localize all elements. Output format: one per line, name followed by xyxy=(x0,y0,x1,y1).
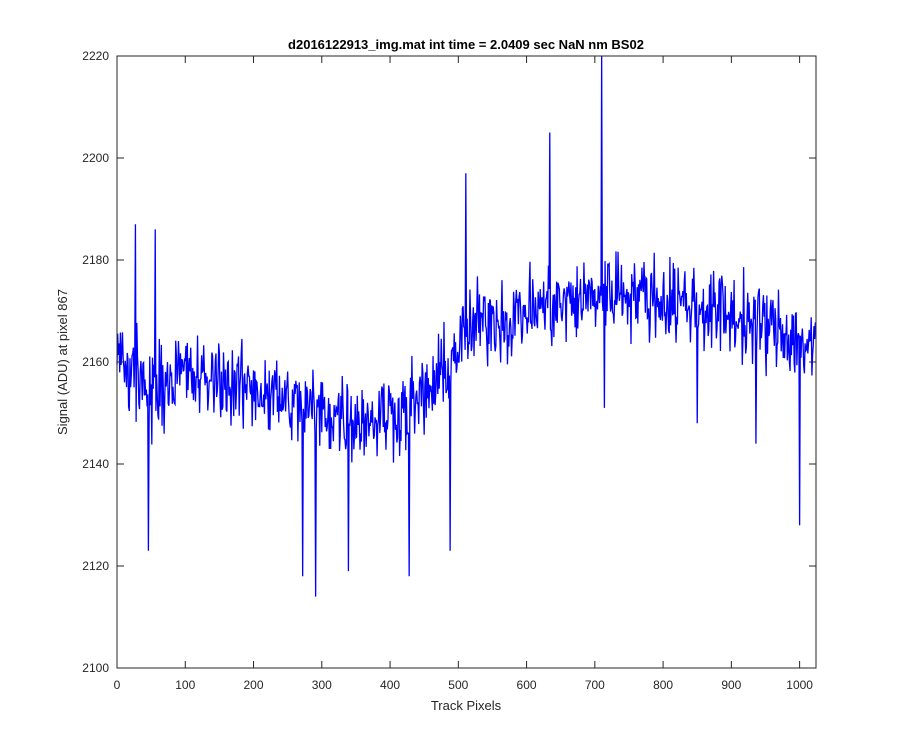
y-tick-label: 2220 xyxy=(82,49,109,63)
y-axis: 2100 2120 2140 2160 2180 2200 2220 xyxy=(82,49,816,675)
chart-title: d2016122913_img.mat int time = 2.0409 se… xyxy=(288,37,644,52)
y-tick-label: 2180 xyxy=(82,253,109,267)
signal-series-line xyxy=(116,55,816,597)
x-tick-label: 100 xyxy=(175,678,195,692)
x-tick-label: 1000 xyxy=(786,678,813,692)
x-tick-label: 300 xyxy=(312,678,332,692)
x-tick-label: 700 xyxy=(585,678,605,692)
y-axis-label: Signal (ADU) at pixel 867 xyxy=(55,289,70,435)
y-tick-label: 2200 xyxy=(82,151,109,165)
data-layer xyxy=(116,55,816,597)
y-tick-label: 2140 xyxy=(82,457,109,471)
x-axis-label: Track Pixels xyxy=(431,698,502,713)
x-axis: 0 100 200 300 400 500 600 700 800 900 1000 xyxy=(114,56,813,692)
x-tick-label: 600 xyxy=(517,678,537,692)
y-tick-label: 2120 xyxy=(82,559,109,573)
y-tick-label: 2160 xyxy=(82,355,109,369)
x-tick-label: 400 xyxy=(380,678,400,692)
x-tick-label: 0 xyxy=(114,678,121,692)
x-tick-label: 900 xyxy=(721,678,741,692)
plot-area xyxy=(117,56,816,668)
y-tick-label: 2100 xyxy=(82,661,109,675)
x-tick-label: 800 xyxy=(653,678,673,692)
x-tick-label: 500 xyxy=(448,678,468,692)
x-tick-label: 200 xyxy=(244,678,264,692)
